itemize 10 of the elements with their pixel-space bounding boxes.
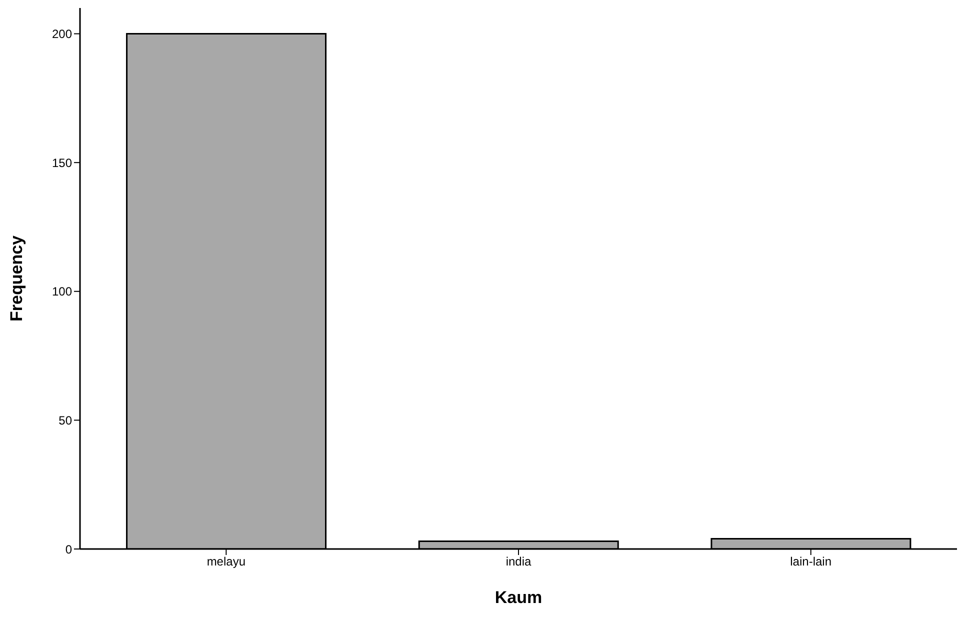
x-tick-label: india [506, 554, 532, 569]
x-tick-label: lain-lain [790, 554, 832, 569]
x-tick-label: melayu [206, 554, 246, 569]
y-tick-label: 150 [52, 156, 72, 170]
y-tick-label: 50 [58, 413, 72, 428]
y-tick-label: 0 [65, 542, 72, 556]
y-axis-title: Frequency [7, 234, 26, 322]
y-tick-label: 200 [52, 27, 72, 42]
y-tick-label: 100 [52, 284, 72, 299]
x-axis-title: Kaum [494, 588, 542, 607]
